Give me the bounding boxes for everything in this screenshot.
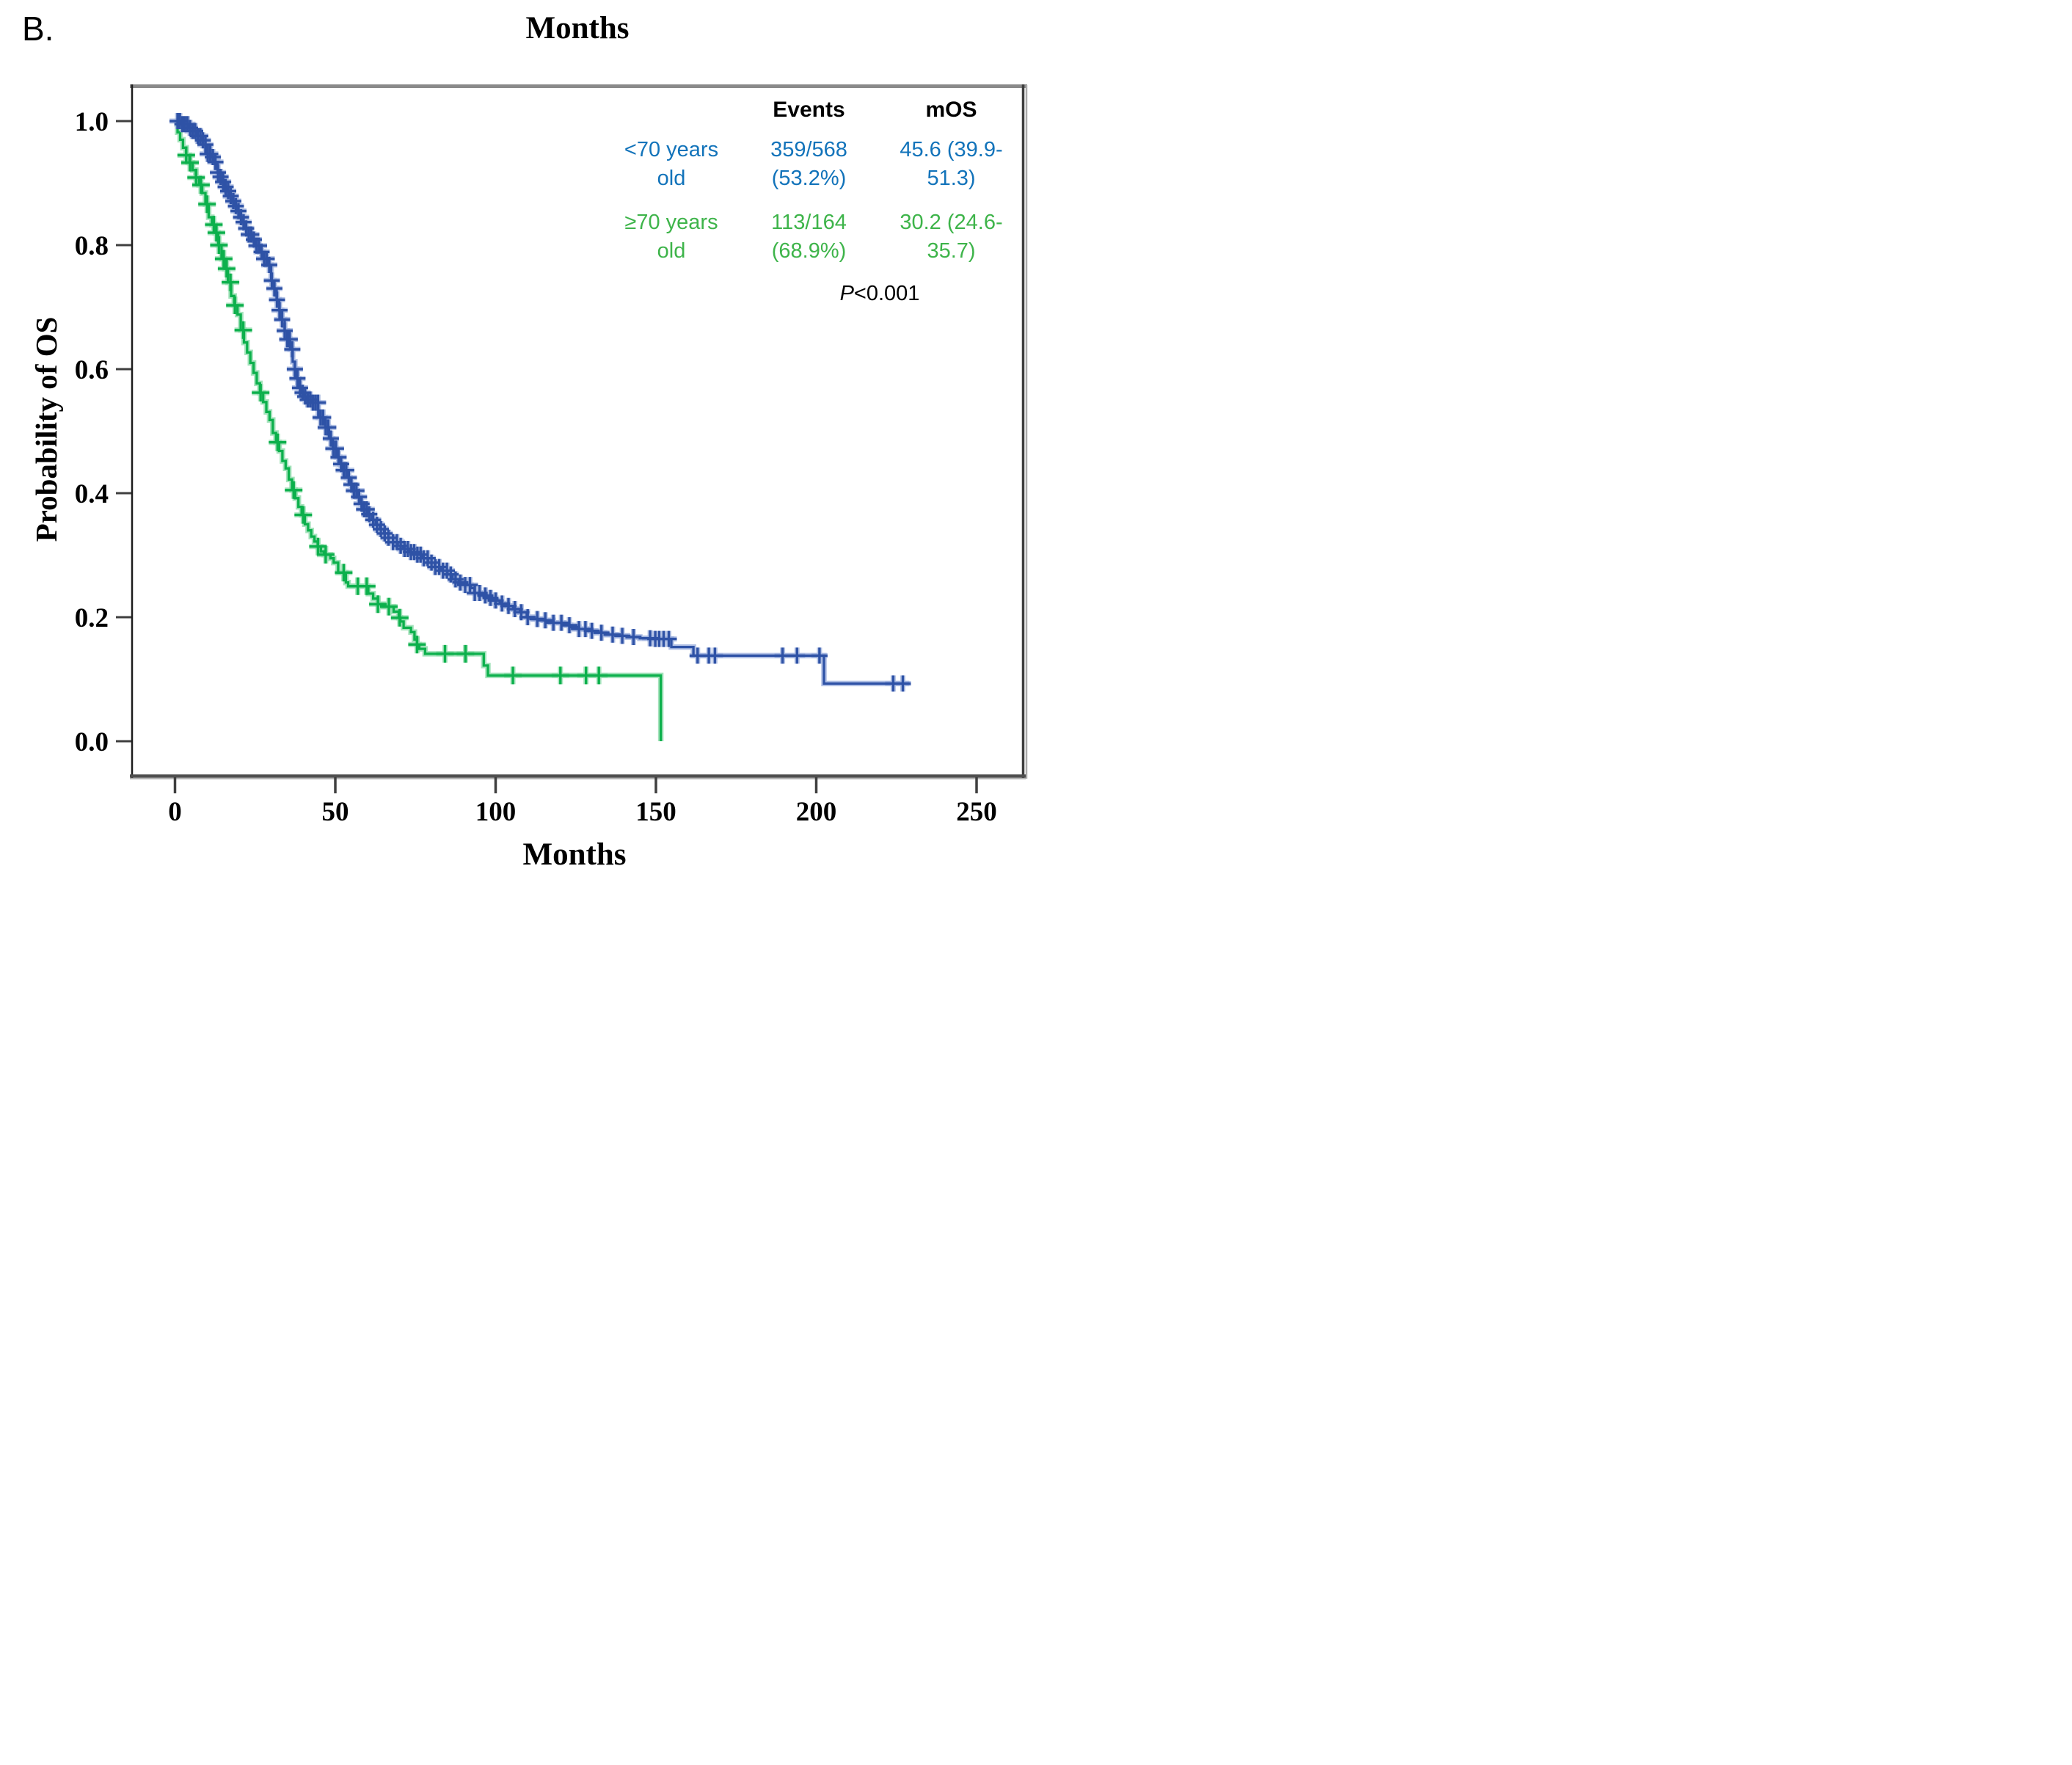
y-tick-label: 0.8 bbox=[75, 231, 109, 261]
legend-row-under70: <70 years old 359/568 (53.2%) 45.6 (39.9… bbox=[602, 136, 1026, 193]
y-tick-label: 1.0 bbox=[75, 107, 109, 137]
x-tick-label: 200 bbox=[796, 797, 837, 827]
panel-label: B. bbox=[22, 10, 54, 48]
censor-marks-under70 bbox=[169, 113, 911, 692]
y-tick-label: 0.4 bbox=[75, 479, 109, 509]
legend-mos-under70: 45.6 (39.9- 51.3) bbox=[900, 138, 1003, 190]
top-title: Months bbox=[525, 11, 630, 46]
legend-header-spacer bbox=[602, 94, 741, 126]
legend-header-events: Events bbox=[773, 98, 845, 122]
p-value: P<0.001 bbox=[839, 282, 920, 305]
x-tick-label: 0 bbox=[168, 797, 182, 827]
legend-events-under70: 359/568 (53.2%) bbox=[770, 138, 847, 190]
legend-mos-over70: 30.2 (24.6- 35.7) bbox=[900, 211, 1003, 263]
y-tick-label: 0.2 bbox=[75, 603, 109, 633]
legend-header-row: Events mOS bbox=[602, 94, 1026, 126]
legend-label-under70: <70 years old bbox=[624, 138, 719, 190]
survival-plot: 0 50 100 150 200 250 0.0 0.2 0.4 0.6 0.8 1.0 bbox=[75, 84, 1028, 827]
x-axis-label: Months bbox=[522, 837, 627, 872]
y-tick-label: 0.6 bbox=[75, 355, 109, 385]
x-tick-label: 150 bbox=[635, 797, 676, 827]
x-tick-label: 100 bbox=[475, 797, 517, 827]
censor-marks-over70 bbox=[177, 146, 608, 685]
legend-label-over70: ≥70 years old bbox=[624, 211, 718, 263]
x-tick-label: 50 bbox=[322, 797, 349, 827]
legend-table: Events mOS <70 years old 359/568 (53.2%)… bbox=[602, 84, 1026, 330]
km-survival-figure: B. Months Probability of OS 0 50 100 150 200… bbox=[0, 0, 1036, 882]
legend-header-mos: mOS bbox=[925, 98, 977, 122]
curve-over70 bbox=[175, 120, 663, 741]
legend-events-over70: 113/164 (68.9%) bbox=[771, 211, 847, 263]
x-tick-label: 250 bbox=[956, 797, 997, 827]
legend-row-over70: ≥70 years old 113/164 (68.9%) 30.2 (24.6… bbox=[602, 208, 1026, 266]
y-tick-label: 0.0 bbox=[75, 727, 109, 757]
